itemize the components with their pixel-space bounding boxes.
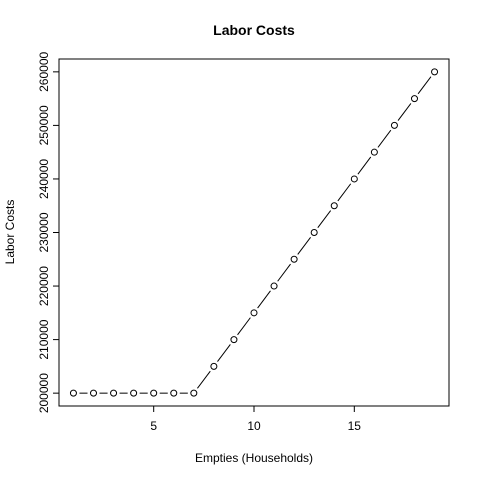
y-tick-label: 230000 [37,212,51,252]
data-point [390,121,398,129]
series-points [69,68,439,397]
line-segment [277,263,291,282]
data-point [431,68,439,76]
y-tick-label: 210000 [37,319,51,359]
line-segment [317,210,332,228]
data-point [210,362,218,370]
data-point [310,229,318,236]
data-point [270,282,278,290]
data-point [190,389,198,397]
data-point [130,389,138,397]
y-tick-label: 260000 [37,52,51,92]
data-point [90,389,98,397]
data-point [350,175,358,183]
line-segment [357,156,372,175]
line-segment [237,317,251,336]
x-axis: 5 10 15 [150,406,361,433]
data-point [290,255,298,263]
line-segment [197,370,211,389]
x-tick-label: 10 [247,419,261,433]
line-segment [337,183,352,202]
line-segment [257,290,271,309]
y-axis-label: Labor Costs [3,200,17,265]
data-point [170,389,178,397]
line-segment [377,129,392,148]
data-point [110,389,118,397]
x-tick-label: 15 [348,419,362,433]
line-segment [297,237,311,255]
data-point [250,309,258,317]
data-point [330,202,338,210]
y-tick-label: 240000 [37,159,51,199]
plot-frame [58,58,450,407]
y-axis: 200000 210000 220000 230000 240000 250000 2600… [37,52,59,413]
y-tick-label: 220000 [37,266,51,306]
series-line [79,76,432,394]
x-tick-label: 5 [150,419,157,433]
line-segment [397,103,412,121]
chart-title: Labor Costs [213,22,295,38]
data-point [370,148,378,156]
data-point [69,389,77,397]
data-point [230,336,238,344]
data-point [150,389,158,397]
y-tick-label: 200000 [37,373,51,413]
line-segment [217,344,231,362]
y-tick-label: 250000 [37,105,51,145]
data-point [410,95,418,103]
line-segment [417,76,432,95]
x-axis-label: Empties (Households) [195,451,313,465]
